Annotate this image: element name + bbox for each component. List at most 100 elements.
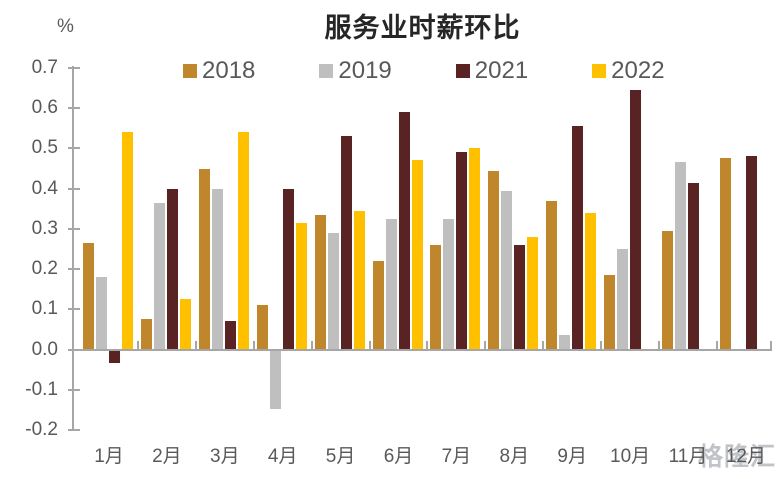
x-axis-category-label: 9月 — [557, 446, 587, 467]
bar-2018-8月 — [488, 170, 500, 350]
bar-2019-9月 — [559, 335, 571, 350]
y-axis-tick-label: 0.6 — [31, 97, 58, 119]
y-axis-tick — [68, 66, 80, 69]
y-axis-tick — [68, 227, 80, 230]
chart-title: 服务业时薪环比 — [324, 13, 521, 43]
bar-2021-7月 — [456, 152, 468, 350]
x-axis-category-label: 12月 — [725, 446, 766, 467]
bar-2018-10月 — [604, 275, 616, 350]
y-axis-tick-label: 0.2 — [31, 258, 58, 280]
y-axis-tick — [68, 428, 80, 431]
legend: 2018 2019 2021 2022 — [183, 57, 665, 85]
bar-2019-6月 — [385, 218, 397, 350]
y-axis-tick — [68, 268, 80, 271]
y-axis-tick-label: 0.5 — [31, 137, 58, 159]
legend-marker-2019 — [319, 64, 334, 78]
x-axis-category-label: 2月 — [152, 446, 182, 467]
x-axis-tick — [368, 341, 371, 349]
bar-2018-3月 — [198, 168, 210, 350]
bar-2022-6月 — [411, 160, 423, 350]
y-axis-line — [72, 66, 74, 431]
legend-marker-2018 — [183, 64, 197, 78]
x-axis-tick — [658, 341, 661, 349]
x-axis-category-label: 8月 — [499, 446, 530, 467]
legend-label-2019: 2019 — [338, 57, 392, 84]
bar-2018-1月 — [83, 242, 94, 350]
bar-2022-7月 — [469, 148, 481, 350]
bar-2021-8月 — [514, 244, 526, 350]
bar-2018-4月 — [256, 305, 268, 350]
x-axis-tick — [426, 341, 429, 349]
x-axis-tick — [310, 341, 313, 349]
bar-2019-10月 — [617, 248, 629, 350]
y-axis-tick — [68, 308, 80, 311]
bar-2022-5月 — [353, 210, 365, 350]
y-axis-tick — [68, 348, 80, 351]
x-axis-category-label: 10月 — [610, 446, 651, 467]
legend-marker-2022 — [592, 64, 607, 78]
x-axis-tick — [194, 341, 197, 349]
bar-2021-3月 — [224, 321, 236, 350]
x-axis-tick — [484, 341, 487, 349]
bar-2019-7月 — [443, 218, 455, 350]
x-axis-tick — [136, 341, 139, 349]
x-axis-category-label: 3月 — [210, 446, 240, 467]
bar-2021-11月 — [688, 182, 699, 350]
x-axis-tick — [600, 341, 603, 349]
bar-2018-6月 — [372, 261, 384, 350]
bar-2019-5月 — [327, 232, 339, 350]
watermark-logo: 格隆汇 — [698, 443, 777, 471]
bar-2022-9月 — [585, 212, 597, 350]
bar-2022-8月 — [527, 236, 539, 350]
bar-2018-9月 — [546, 200, 558, 350]
bar-2019-3月 — [211, 188, 223, 350]
y-axis-tick-label: 0.7 — [31, 56, 58, 78]
y-axis-tick-label: -0.2 — [25, 418, 58, 440]
x-axis-category-label: 5月 — [325, 446, 356, 467]
x-axis-tick — [715, 341, 718, 349]
x-axis-tick — [542, 341, 545, 349]
y-axis-tick — [68, 147, 80, 150]
bar-2022-3月 — [237, 132, 249, 350]
legend-label-2022: 2022 — [611, 57, 665, 84]
y-axis-tick-label: 0.3 — [31, 217, 58, 239]
bar-2018-2月 — [140, 319, 152, 350]
bar-2018-7月 — [430, 244, 442, 350]
bar-2021-9月 — [572, 126, 584, 350]
legend-entry-2022: 2022 — [592, 57, 665, 85]
x-axis-category-label: 11月 — [668, 446, 708, 467]
x-axis-tick — [252, 341, 255, 349]
y-axis-tick — [68, 388, 80, 391]
bar-2021-12月 — [745, 156, 757, 350]
legend-marker-2021 — [455, 64, 470, 78]
bar-2022-4月 — [295, 222, 307, 350]
bar-2021-6月 — [398, 112, 410, 350]
bar-2019-11月 — [675, 162, 686, 350]
bar-2022-1月 — [122, 132, 133, 350]
bar-2019-2月 — [153, 202, 165, 350]
bar-2018-12月 — [719, 158, 731, 350]
x-axis-category-label: 7月 — [441, 446, 472, 467]
legend-label-2018: 2018 — [202, 57, 256, 84]
bar-2021-5月 — [340, 136, 352, 350]
bar-2021-1月 — [109, 350, 120, 363]
bar-2018-5月 — [314, 214, 326, 350]
x-axis-line — [72, 348, 772, 351]
y-axis-unit-label: % — [57, 16, 74, 37]
y-axis-tick — [68, 187, 80, 190]
bar-2021-2月 — [166, 188, 178, 350]
y-axis-tick-label: 0.0 — [31, 338, 58, 360]
x-axis-category-label: 6月 — [383, 446, 414, 467]
y-axis-tick-label: 0.1 — [31, 298, 58, 320]
bar-2019-4月 — [269, 350, 281, 409]
y-axis-tick-label: -0.1 — [25, 378, 58, 400]
legend-entry-2019: 2019 — [319, 57, 392, 85]
bar-2019-8月 — [501, 190, 513, 350]
bar-2022-2月 — [179, 299, 191, 350]
y-axis-tick — [68, 107, 80, 110]
x-axis-category-label: 4月 — [267, 446, 298, 467]
x-axis-tick — [770, 341, 772, 349]
legend-entry-2018: 2018 — [183, 57, 255, 85]
legend-label-2021: 2021 — [474, 57, 529, 84]
